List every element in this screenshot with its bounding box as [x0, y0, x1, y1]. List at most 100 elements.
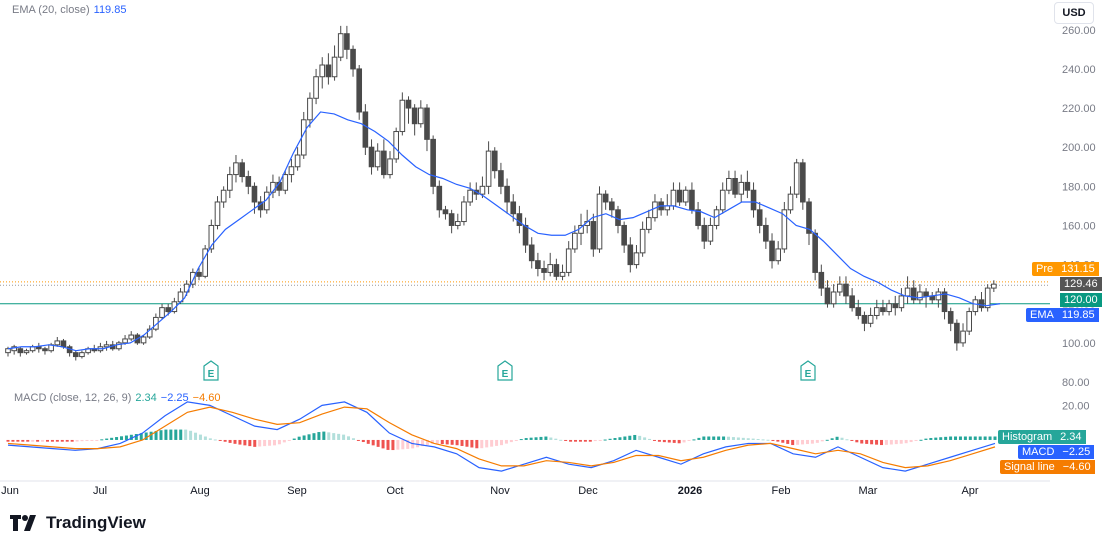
candle-body: [387, 158, 393, 176]
candle-body: [510, 201, 517, 215]
histogram-bar: [213, 439, 217, 441]
candle-body: [695, 209, 701, 226]
histogram-bar: [376, 439, 380, 447]
histogram-bar: [801, 439, 805, 445]
histogram-bar: [480, 439, 484, 449]
candle-body: [830, 291, 837, 305]
candle-body: [208, 224, 215, 250]
histogram-bar: [228, 439, 232, 443]
candle-body: [331, 56, 338, 78]
histogram-bar: [712, 436, 716, 440]
histogram-bar: [396, 439, 400, 450]
y-tick-label: 100.00: [1062, 338, 1096, 350]
histogram-bar: [445, 439, 449, 445]
histogram-bar: [312, 433, 316, 440]
macd-tag: MACD −2.25: [1018, 445, 1095, 459]
histogram-bar: [450, 439, 454, 445]
currency-button[interactable]: USD: [1054, 2, 1094, 24]
histogram-bar: [751, 438, 755, 440]
histogram-bar: [643, 437, 647, 440]
histogram-bar: [430, 439, 434, 444]
candle-body: [356, 68, 363, 113]
ema-key: EMA: [1026, 308, 1058, 322]
histogram-bar: [830, 438, 834, 440]
earnings-badge: [800, 360, 816, 381]
histogram-bar: [899, 439, 903, 444]
histogram-bar: [16, 439, 20, 442]
candle-body: [904, 287, 911, 297]
histogram-bar: [435, 439, 439, 444]
candle-body: [522, 224, 529, 246]
histogram-bar: [381, 439, 385, 449]
candle-body: [941, 291, 948, 313]
histogram-bar: [416, 439, 420, 448]
histogram-bar: [351, 438, 355, 440]
histogram-bar: [322, 431, 326, 440]
x-tick-label: Jul: [93, 485, 107, 497]
histogram-bar: [618, 437, 622, 440]
histogram-bar: [470, 439, 474, 448]
histogram-bar: [850, 439, 854, 441]
ema-legend: EMA (20, close) 119.85: [12, 4, 130, 16]
histogram-bar: [70, 439, 74, 442]
y-tick-label: 160.00: [1062, 220, 1096, 232]
histogram-bar: [238, 439, 242, 445]
candle-body: [547, 264, 554, 273]
histogram-bar: [421, 439, 425, 447]
histogram-bar: [781, 439, 785, 443]
candle-body: [639, 228, 646, 254]
histogram-bar: [978, 436, 982, 440]
histogram-bar: [223, 439, 227, 442]
histogram-bar: [791, 439, 795, 446]
candle-body: [855, 307, 862, 316]
histogram-bar: [524, 438, 528, 440]
histogram-bar: [174, 429, 178, 440]
candle-body: [960, 330, 966, 344]
histogram-bar: [55, 439, 59, 442]
histogram-bar: [327, 432, 331, 440]
candle-body: [165, 307, 172, 313]
candle-body: [645, 217, 652, 230]
histogram-bar: [509, 439, 513, 443]
histogram-bar: [825, 439, 829, 441]
earnings-badge: [497, 360, 513, 381]
histogram-bar: [65, 439, 69, 442]
candle-body: [146, 328, 153, 338]
histogram-bar: [884, 439, 888, 445]
candle-body: [5, 348, 11, 354]
histogram-bar: [356, 439, 360, 441]
histogram-bar: [11, 439, 15, 442]
candle-body: [565, 248, 572, 273]
histogram-bar: [504, 439, 508, 444]
histogram-bar: [90, 439, 94, 441]
histogram-bar: [633, 434, 637, 440]
candle-body: [116, 342, 122, 350]
histogram-bar: [460, 439, 464, 446]
candle-body: [898, 295, 905, 309]
signal-tag: Signal line −4.60: [1000, 460, 1095, 474]
histogram-bar: [736, 437, 740, 440]
histogram-bar: [692, 439, 696, 441]
histogram-bar: [529, 437, 533, 440]
candle-body: [196, 271, 202, 277]
histogram-bar: [569, 439, 573, 442]
histogram-bar: [110, 437, 114, 440]
histogram-bar: [21, 439, 25, 442]
candle-body: [744, 181, 751, 191]
histogram-bar: [682, 439, 686, 443]
tradingview-logo[interactable]: TradingView: [10, 513, 146, 533]
histogram-bar: [835, 436, 839, 440]
histogram-bar: [588, 439, 592, 442]
candle-body: [350, 48, 356, 70]
histogram-bar: [707, 436, 711, 440]
candle-body: [719, 189, 726, 211]
line-value: 120.00: [1060, 293, 1102, 307]
earnings-marker-1: E: [497, 360, 513, 381]
pre-market-tag: Pre 131.15: [1032, 262, 1099, 276]
candle-body: [670, 189, 677, 207]
candle-body: [399, 99, 406, 133]
histogram-key: Histogram: [998, 430, 1057, 444]
histogram-bar: [75, 439, 79, 442]
pre-market-value: 131.15: [1057, 262, 1099, 276]
